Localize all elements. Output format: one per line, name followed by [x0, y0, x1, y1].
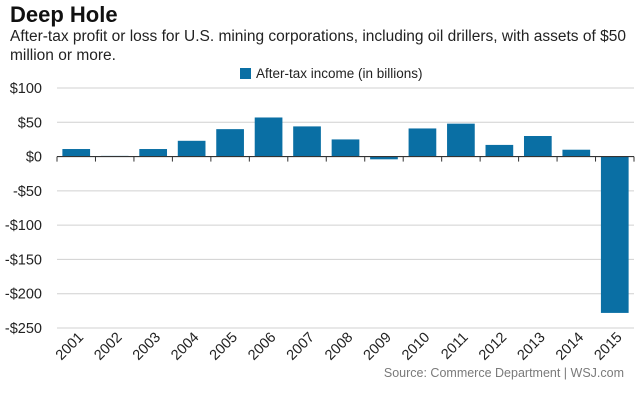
- zero-axis: [56, 155, 635, 162]
- x-tick-label: 2012: [476, 330, 510, 364]
- bar-2013: [523, 136, 552, 157]
- y-tick-label: -$250: [5, 321, 42, 337]
- x-tick-label: 2002: [91, 330, 125, 364]
- y-tick-label: $100: [10, 81, 42, 97]
- y-axis-ticks: $100 $50 $0 -$50 -$100 -$150 -$200 -$250: [5, 81, 42, 337]
- bar-2010: [408, 128, 437, 157]
- chart-legend: After-tax income (in billions): [240, 66, 423, 81]
- bar-2007: [293, 126, 321, 157]
- legend-label: After-tax income (in billions): [256, 66, 423, 81]
- x-tick-label: 2004: [168, 330, 202, 364]
- x-tick-label: 2005: [207, 330, 241, 364]
- chart-subtitle: After-tax profit or loss for U.S. mining…: [10, 28, 626, 64]
- y-tick-label: $50: [18, 115, 42, 131]
- bar-2008: [331, 139, 360, 157]
- source-note: Source: Commerce Department | WSJ.com: [383, 366, 624, 380]
- x-tick-label: 2003: [130, 330, 164, 364]
- chart-title: Deep Hole: [10, 2, 118, 27]
- bar-2011: [447, 123, 475, 157]
- x-tick-label: 2008: [322, 330, 356, 364]
- x-tick-label: 2015: [591, 330, 625, 364]
- y-tick-label: -$200: [5, 287, 42, 303]
- y-tick-label: -$50: [13, 184, 42, 200]
- x-tick-label: 2001: [53, 330, 87, 364]
- bar-2012: [485, 144, 514, 157]
- x-tick-label: 2007: [284, 330, 318, 364]
- x-tick-label: 2011: [438, 330, 471, 363]
- x-tick-label: 2014: [553, 330, 587, 364]
- x-tick-label: 2010: [399, 330, 433, 364]
- x-tick-label: 2006: [245, 330, 279, 364]
- bar-2001: [62, 149, 91, 157]
- bar-2003: [139, 149, 168, 157]
- x-axis-ticks: 2001 2002 2003 2004 2005 2006 2007 2008 2009 2010…: [53, 330, 626, 364]
- bar-2015: [600, 156, 629, 313]
- x-tick-label: 2009: [361, 330, 395, 364]
- y-tick-label: -$100: [5, 218, 42, 234]
- bar-2006: [254, 117, 283, 157]
- legend-swatch: [240, 68, 251, 79]
- y-tick-label: $0: [26, 150, 42, 166]
- x-tick-label: 2013: [515, 330, 549, 364]
- grid-lines: [57, 87, 634, 329]
- bar-2005: [216, 129, 244, 157]
- bar-2004: [177, 140, 206, 157]
- bar-2014: [562, 149, 591, 157]
- bar-2009: [370, 156, 398, 160]
- bars: [62, 117, 629, 313]
- y-tick-label: -$150: [5, 252, 42, 268]
